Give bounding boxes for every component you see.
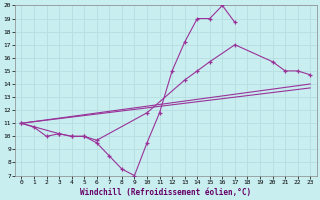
X-axis label: Windchill (Refroidissement éolien,°C): Windchill (Refroidissement éolien,°C) [80, 188, 252, 197]
